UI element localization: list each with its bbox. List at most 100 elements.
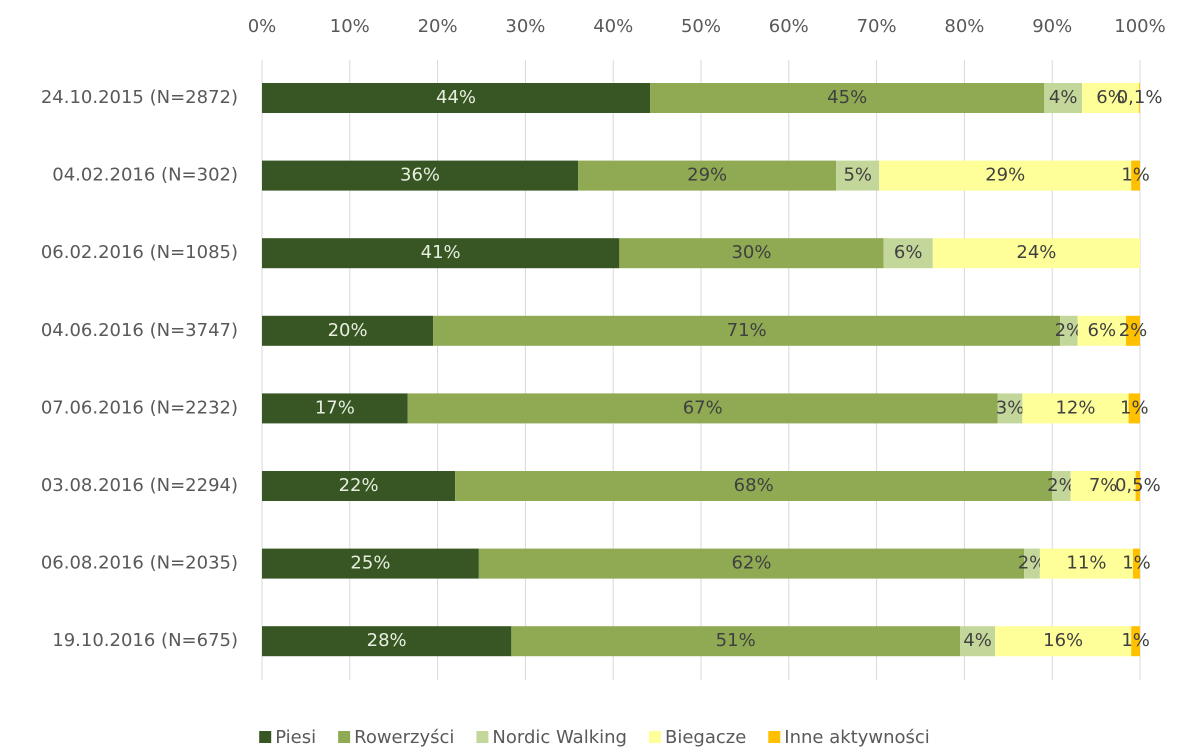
data-label: 0,1%: [1117, 87, 1163, 108]
data-label: 1%: [1122, 553, 1151, 574]
legend-swatch: [259, 731, 272, 743]
category-label: 04.02.2016 (N=302): [52, 165, 238, 186]
x-tick-label: 50%: [681, 16, 721, 37]
data-label: 25%: [350, 553, 390, 574]
bar-segment: [262, 160, 579, 191]
data-label: 7%: [1089, 475, 1118, 496]
data-label: 2%: [1055, 320, 1084, 341]
bar-segment: [1131, 626, 1140, 657]
bar-segment: [578, 160, 837, 191]
data-label: 45%: [827, 87, 867, 108]
data-label: 36%: [400, 165, 440, 186]
category-label: 04.06.2016 (N=3747): [41, 320, 238, 341]
bar-segment: [262, 548, 479, 579]
data-label: 28%: [367, 630, 407, 651]
data-label: 0,5%: [1115, 475, 1161, 496]
x-tick-label: 70%: [857, 16, 897, 37]
bar-segment: [1039, 548, 1133, 579]
data-label: 44%: [436, 87, 476, 108]
data-label: 29%: [985, 165, 1025, 186]
bar-segment: [883, 238, 933, 269]
data-label: 11%: [1066, 553, 1106, 574]
data-label: 5%: [843, 165, 872, 186]
x-tick-label: 40%: [593, 16, 633, 37]
bar-segment: [1070, 471, 1136, 501]
category-label: 03.08.2016 (N=2294): [41, 475, 238, 496]
legend-swatch: [768, 731, 781, 743]
bar-segment: [619, 238, 884, 269]
category-label: 24.10.2015 (N=2872): [41, 87, 238, 108]
bar-segment: [262, 238, 620, 269]
legend-label: Nordic Walking: [492, 727, 627, 748]
bar-segment: [1044, 83, 1083, 113]
data-label: 1%: [1121, 165, 1150, 186]
bar-segment: [960, 626, 996, 657]
x-tick-label: 30%: [505, 16, 545, 37]
data-label: 30%: [731, 242, 771, 263]
data-label: 20%: [328, 320, 368, 341]
legend-label: Piesi: [275, 727, 316, 748]
x-tick-label: 90%: [1032, 16, 1072, 37]
x-tick-label: 60%: [769, 16, 809, 37]
bar-segment: [433, 315, 1061, 346]
data-label: 16%: [1043, 630, 1083, 651]
data-label: 6%: [1096, 87, 1125, 108]
data-label: 12%: [1055, 397, 1095, 418]
data-label: 4%: [963, 630, 992, 651]
data-label: 68%: [734, 475, 774, 496]
data-label: 24%: [1016, 242, 1056, 263]
data-label: 62%: [731, 553, 771, 574]
bar-segment: [1139, 83, 1140, 113]
x-tick-label: 0%: [248, 16, 277, 37]
legend-swatch: [648, 731, 661, 743]
bar-segment: [511, 626, 961, 657]
bar-segment: [1125, 315, 1140, 346]
data-label: 1%: [1120, 397, 1149, 418]
bar-segment: [1052, 471, 1071, 501]
bar-segment: [1131, 160, 1140, 191]
data-label: 2%: [1047, 475, 1076, 496]
bar-segment: [1128, 393, 1140, 424]
bar-segment: [1060, 315, 1078, 346]
bar-segment: [478, 548, 1025, 579]
bar-segment: [932, 238, 1140, 269]
bar-segment: [879, 160, 1132, 191]
bar-segment: [262, 626, 512, 657]
data-label: 4%: [1049, 87, 1078, 108]
bar-segment: [995, 626, 1132, 657]
data-label: 17%: [315, 397, 355, 418]
legend-label: Rowerzyści: [354, 727, 454, 748]
data-label: 1%: [1121, 630, 1150, 651]
bar-segment: [262, 83, 651, 113]
bar-segment: [1077, 315, 1126, 346]
category-label: 07.06.2016 (N=2232): [41, 397, 238, 418]
bar-segment: [262, 471, 456, 501]
bar-segment: [1135, 471, 1140, 501]
bar-segment: [1024, 548, 1040, 579]
x-tick-label: 20%: [418, 16, 458, 37]
data-label: 41%: [421, 242, 461, 263]
data-label: 67%: [683, 397, 723, 418]
legend-label: Inne aktywności: [784, 727, 930, 748]
x-tick-label: 100%: [1114, 16, 1165, 37]
bar-segment: [407, 393, 998, 424]
data-label: 71%: [727, 320, 767, 341]
data-label: 22%: [339, 475, 379, 496]
bar-segment: [836, 160, 880, 191]
data-label: 6%: [894, 242, 923, 263]
bar-segment: [1132, 548, 1140, 579]
legend-swatch: [338, 731, 351, 743]
bar-segment: [455, 471, 1053, 501]
bar-segment: [262, 393, 408, 424]
bar-segment: [650, 83, 1045, 113]
legend-swatch: [476, 731, 489, 743]
category-label: 06.02.2016 (N=1085): [41, 242, 238, 263]
data-label: 6%: [1088, 320, 1117, 341]
x-tick-label: 80%: [944, 16, 984, 37]
category-label: 19.10.2016 (N=675): [52, 630, 238, 651]
data-label: 51%: [716, 630, 756, 651]
data-label: 29%: [687, 165, 727, 186]
bar-segment: [262, 315, 434, 346]
data-label: 3%: [996, 397, 1025, 418]
